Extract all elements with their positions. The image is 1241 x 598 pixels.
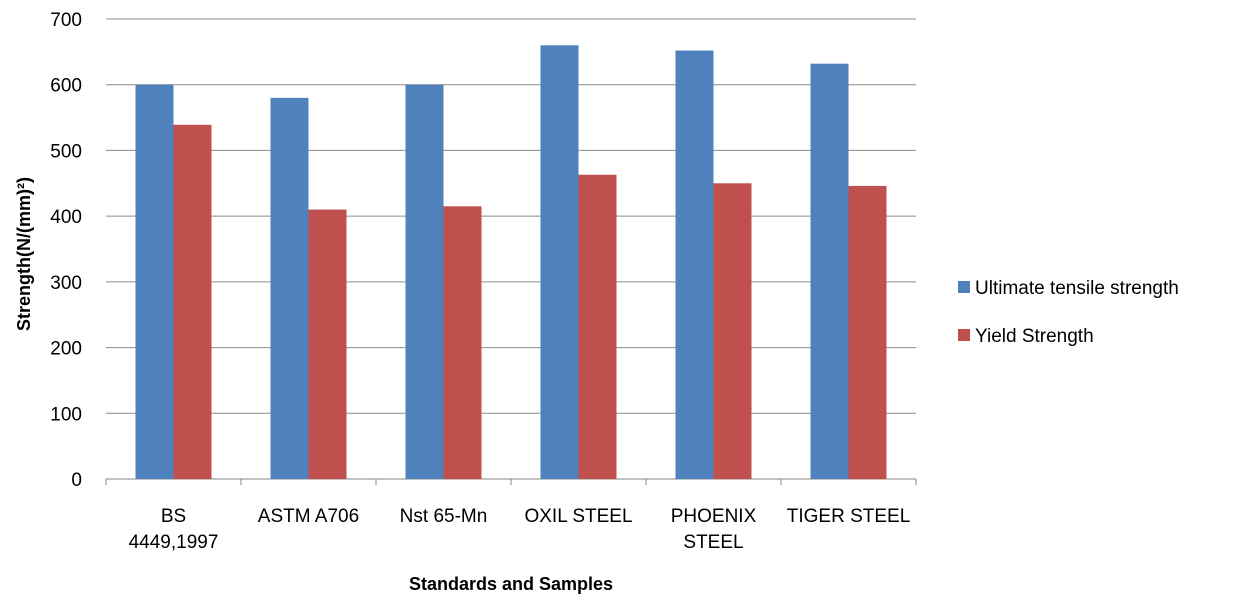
bar-ultimate-tensile-strength: [540, 45, 579, 480]
gridlines: [106, 18, 916, 480]
bar-ultimate-tensile-strength: [270, 97, 309, 479]
bar-yield-strength: [848, 185, 887, 479]
bar-yield-strength: [578, 174, 617, 479]
legend-swatch: [958, 281, 970, 293]
x-tick-label: PHOENIX STEEL: [671, 506, 757, 553]
bar-yield-strength: [308, 209, 347, 480]
legend: Ultimate tensile strength Yield Strength: [958, 278, 1179, 347]
legend-label: Ultimate tensile strength: [975, 278, 1179, 299]
x-tick-label: OXIL STEEL: [524, 506, 632, 527]
x-tick-label: ASTM A706: [258, 506, 359, 527]
x-tick-label: Nst 65-Mn: [400, 506, 488, 527]
y-tick-label: 500: [50, 141, 82, 162]
bar-ultimate-tensile-strength: [810, 63, 849, 479]
y-tick-label: 0: [71, 470, 82, 491]
legend-swatch: [958, 329, 970, 341]
y-tick-label: 700: [50, 10, 82, 31]
x-axis-title: Standards and Samples: [409, 574, 613, 594]
x-tick-label: BS 4449,1997: [129, 506, 219, 553]
x-axis-ticks: BS 4449,1997 ASTM A706 Nst 65-Mn OXIL STEEL P…: [105, 479, 917, 553]
y-axis-ticks: 0 100 200 300 400 500 600 700: [50, 10, 82, 491]
y-tick-label: 200: [50, 339, 82, 360]
y-tick-label: 300: [50, 273, 82, 294]
x-tick-label: TIGER STEEL: [787, 506, 911, 527]
legend-label: Yield Strength: [975, 326, 1094, 347]
y-axis-title: Strength(N/(mm)²): [14, 177, 34, 331]
bar-ultimate-tensile-strength: [675, 50, 714, 480]
bar-yield-strength: [443, 206, 482, 480]
bar-yield-strength: [173, 124, 212, 480]
y-tick-label: 600: [50, 76, 82, 97]
y-tick-label: 100: [50, 404, 82, 425]
bar-ultimate-tensile-strength: [135, 84, 174, 479]
bar-yield-strength: [713, 183, 752, 480]
y-tick-label: 400: [50, 207, 82, 228]
bars: [135, 45, 887, 480]
bar-ultimate-tensile-strength: [405, 84, 444, 479]
